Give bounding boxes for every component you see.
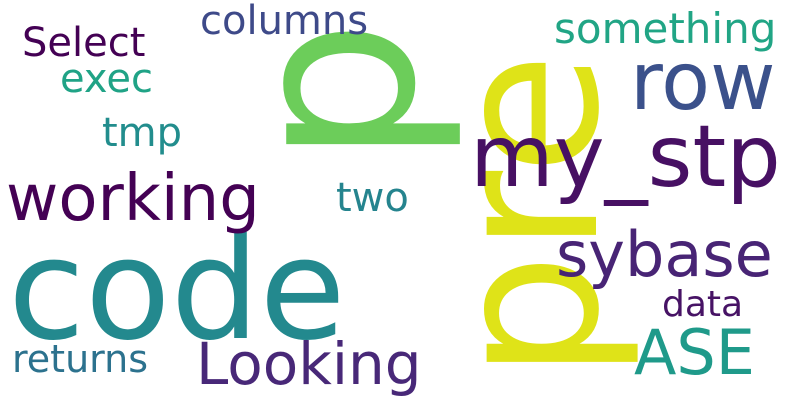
word-columns: columns (200, 0, 368, 44)
word-row: row (630, 35, 776, 128)
word-sybase: sybase (556, 218, 773, 291)
word-my-stp: my_stp (470, 107, 781, 207)
word-code: code (8, 209, 346, 372)
word-ase: ASE (634, 316, 755, 389)
word-pre: pre (411, 52, 644, 380)
word-select: Select (22, 20, 145, 66)
word-exec: exec (60, 56, 153, 102)
word-data: data (662, 284, 743, 325)
word-p: p (200, 19, 467, 165)
word-returns: returns (12, 337, 148, 381)
word-something: something (554, 4, 776, 53)
word-working: working (6, 162, 260, 236)
word-tmp: tmp (102, 110, 182, 156)
word-looking: Looking (196, 330, 422, 398)
word-two: two (336, 175, 409, 221)
